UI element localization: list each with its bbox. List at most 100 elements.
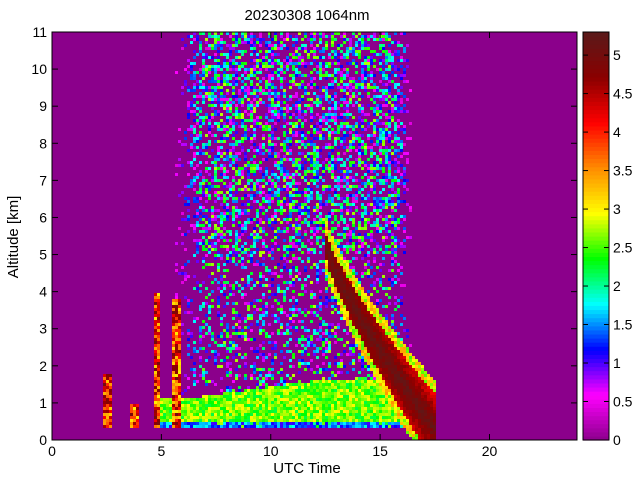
y-tick-label: 2 <box>39 358 47 374</box>
colorbar-band <box>583 219 609 225</box>
colorbar-band <box>583 346 609 351</box>
x-tick-label: 5 <box>157 443 165 459</box>
colorbar-band <box>583 76 609 82</box>
colorbar-band <box>583 150 609 155</box>
colorbar-band <box>583 358 609 364</box>
y-axis-label: Altitude [km] <box>5 196 22 279</box>
x-tick-label: 0 <box>48 443 56 459</box>
colorbar-band <box>583 236 609 241</box>
y-tick-label: 7 <box>39 172 47 188</box>
colorbar-band <box>583 350 609 355</box>
x-axis-label: UTC Time <box>273 460 341 477</box>
colorbar-band <box>583 158 609 164</box>
colorbar-band <box>583 366 609 372</box>
colorbar-band <box>583 276 609 282</box>
colorbar-band <box>583 231 609 237</box>
colorbar-band <box>583 60 609 66</box>
colorbar-band <box>583 362 609 368</box>
colorbar-band <box>583 166 609 172</box>
colorbar-tick-label: 1 <box>613 355 621 371</box>
x-tick-label: 15 <box>372 443 388 459</box>
colorbar-band <box>583 138 609 143</box>
colorbar-band <box>583 411 609 417</box>
colorbar-tick-label: 2 <box>613 278 621 294</box>
colorbar: 0 0.5 1 1.5 2 2.5 3 3.5 4 4.5 5 <box>582 31 633 448</box>
y-tick-label: 10 <box>31 61 47 77</box>
colorbar-band <box>583 68 609 74</box>
colorbar-band <box>583 329 609 335</box>
colorbar-band <box>583 321 609 327</box>
colorbar-band <box>583 129 609 135</box>
colorbar-band <box>583 284 609 290</box>
colorbar-band <box>583 435 609 441</box>
colorbar-band <box>583 268 609 274</box>
colorbar-band <box>583 32 609 37</box>
colorbar-band <box>583 403 609 408</box>
colorbar-band <box>583 272 609 278</box>
colorbar-band <box>583 93 609 98</box>
colorbar-band <box>583 244 609 249</box>
colorbar-band <box>583 264 609 270</box>
colorbar-band <box>583 354 609 359</box>
colorbar-band <box>583 423 609 429</box>
y-axis: 0 1 2 3 4 5 6 7 8 9 10 11 <box>31 24 577 448</box>
colorbar-band <box>583 56 609 62</box>
colorbar-band <box>583 309 609 315</box>
y-tick-label: 3 <box>39 321 47 337</box>
colorbar-band <box>583 191 609 196</box>
colorbar-band <box>583 427 609 433</box>
chart-title: 20230308 1064nm <box>244 7 369 24</box>
colorbar-band <box>583 293 609 298</box>
colorbar-band <box>583 64 609 70</box>
y-tick-label: 4 <box>39 284 47 300</box>
colorbar-band <box>583 36 609 41</box>
colorbar-tick-label: 2.5 <box>613 240 633 256</box>
colorbar-band <box>583 391 609 396</box>
colorbar-band <box>583 134 609 139</box>
colorbar-band <box>583 382 609 388</box>
colorbar-band <box>583 378 609 384</box>
y-tick-label: 8 <box>39 135 47 151</box>
y-tick-label: 6 <box>39 209 47 225</box>
colorbar-band <box>583 252 609 257</box>
colorbar-band <box>583 313 609 319</box>
colorbar-tick-label: 1.5 <box>613 317 633 333</box>
colorbar-band <box>583 305 609 311</box>
x-tick-label: 10 <box>263 443 279 459</box>
colorbar-band <box>583 72 609 78</box>
colorbar-band <box>583 199 609 204</box>
colorbar-band <box>583 162 609 168</box>
colorbar-band <box>583 85 609 90</box>
colorbar-band <box>583 325 609 331</box>
y-tick-label: 9 <box>39 98 47 114</box>
colorbar-tick-label: 3.5 <box>613 163 633 179</box>
colorbar-tick-label: 0 <box>613 432 621 448</box>
colorbar-tick-label: 5 <box>613 47 621 63</box>
colorbar-band <box>583 170 609 176</box>
colorbar-band <box>583 407 609 413</box>
colorbar-band <box>583 215 609 221</box>
plot-area <box>51 31 578 441</box>
colorbar-band <box>583 317 609 323</box>
colorbar-band <box>583 80 609 86</box>
x-axis: 0 5 10 15 20 <box>48 32 497 459</box>
colorbar-band <box>583 146 609 151</box>
colorbar-band <box>583 395 609 400</box>
colorbar-band <box>583 223 609 229</box>
colorbar-band <box>583 227 609 233</box>
colorbar-band <box>583 280 609 286</box>
colorbar-band <box>583 333 609 339</box>
colorbar-band <box>583 248 609 253</box>
colorbar-tick-label: 3 <box>613 201 621 217</box>
colorbar-band <box>583 431 609 437</box>
y-tick-label: 11 <box>32 24 47 40</box>
y-tick-label: 1 <box>39 395 47 411</box>
colorbar-band <box>583 44 609 49</box>
colorbar-band <box>583 203 609 209</box>
colorbar-band <box>583 301 609 306</box>
colorbar-band <box>583 240 609 245</box>
colorbar-band <box>583 142 609 147</box>
colorbar-tick-label: 0.5 <box>613 394 633 410</box>
colorbar-band <box>583 121 609 127</box>
